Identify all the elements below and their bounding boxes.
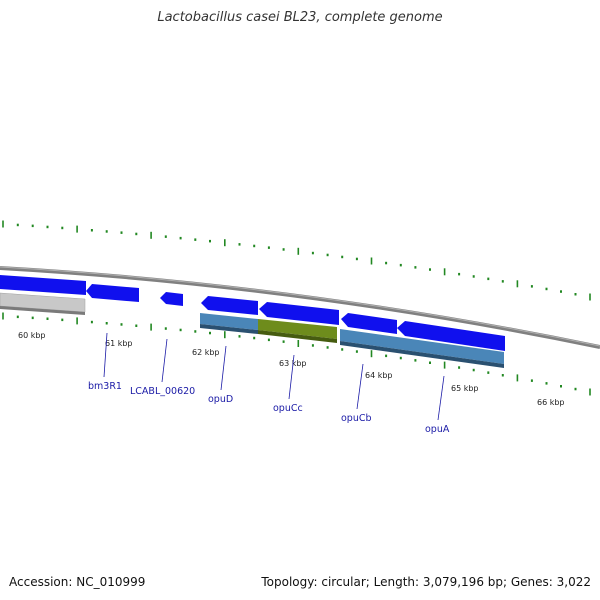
leader-line [103, 332, 108, 378]
gene-arrow[interactable] [201, 296, 258, 315]
cds-features [0, 292, 504, 368]
kbp-label: 66 kbp [537, 398, 565, 407]
kbp-label: 65 kbp [451, 384, 479, 393]
gene-arrow[interactable] [160, 292, 183, 306]
gene-arrow[interactable] [341, 313, 397, 334]
cds-bar-olive[interactable] [258, 319, 337, 339]
outer-tick-marks [2, 220, 591, 301]
leader-line [356, 363, 364, 410]
gene-label-opuCb[interactable]: opuCb [341, 413, 372, 424]
gene-arrow[interactable] [397, 321, 505, 351]
kbp-label: 61 kbp [105, 339, 133, 348]
cds-bar-steel-shadow [340, 341, 504, 368]
cds-bar-steel-shadow [200, 324, 258, 334]
gene-arrow[interactable] [0, 275, 86, 295]
kbp-label: 60 kbp [18, 331, 46, 340]
gene-label-LCABL_00620[interactable]: LCABL_00620 [130, 386, 195, 397]
gene-label-leaders [103, 332, 445, 421]
inner-tick-marks [2, 312, 591, 396]
kbp-label: 64 kbp [365, 371, 393, 380]
cds-bar-steel[interactable] [200, 313, 258, 330]
accession-label: Accession: NC_010999 [9, 575, 146, 589]
gene-label-opuD[interactable]: opuD [208, 394, 233, 405]
kbp-label: 62 kbp [192, 348, 220, 357]
gene-arrows [0, 275, 505, 351]
genome-backbone-highlight [0, 266, 600, 347]
gene-label-bm3R1[interactable]: bm3R1 [88, 381, 122, 392]
gene-label-opuA[interactable]: opuA [425, 424, 450, 435]
leader-line [161, 338, 168, 383]
leader-line [220, 345, 227, 391]
leader-line [437, 375, 445, 421]
leader-line [288, 354, 295, 400]
genome-summary: Topology: circular; Length: 3,079,196 bp… [261, 575, 591, 589]
genome-backbone [0, 266, 600, 349]
cds-bar-steel[interactable] [340, 329, 504, 364]
cds-bar-olive-shadow [258, 330, 337, 343]
gene-labels: bm3R1 LCABL_00620 opuD opuCc opuCb opuA [88, 381, 450, 435]
gene-label-opuCc[interactable]: opuCc [273, 403, 303, 414]
cds-bar-grey-shadow [0, 306, 85, 315]
map-title: Lactobacillus casei BL23, complete genom… [157, 10, 443, 25]
gene-arrow[interactable] [86, 284, 139, 302]
gene-arrow[interactable] [259, 302, 339, 325]
